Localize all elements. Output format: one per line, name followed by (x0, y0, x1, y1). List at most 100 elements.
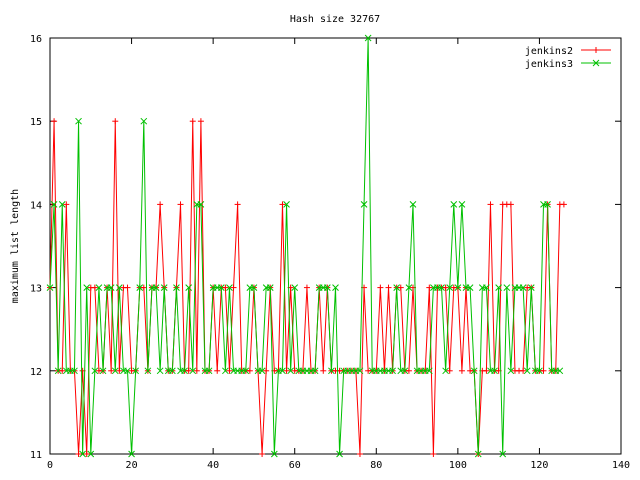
series-jenkins3-point (283, 201, 290, 208)
series-jenkins3-point (91, 367, 99, 375)
series-jenkins3-point-d2 (405, 284, 413, 291)
series-jenkins3-point-d2 (466, 284, 474, 291)
series-jenkins3-point-d2 (360, 201, 368, 208)
series-jenkins3-point-d2 (50, 201, 58, 208)
series-jenkins3-point-d2 (356, 367, 364, 375)
y-tick-label: 15 (30, 117, 42, 128)
series-jenkins3-point-d2 (491, 367, 498, 375)
series-jenkins3-point-d2 (99, 367, 107, 375)
series-jenkins2-point (193, 367, 200, 374)
series-jenkins3-point-d2 (393, 284, 401, 291)
series-jenkins3-point-d2 (140, 117, 148, 125)
series-jenkins3-point (544, 201, 551, 208)
series-jenkins3-line (49, 37, 560, 455)
series-jenkins3-point-d2 (364, 34, 372, 42)
series-jenkins3-point (364, 34, 372, 42)
series-jenkins2-point (51, 118, 58, 125)
series-jenkins3-point (438, 284, 445, 291)
x-tick-label: 140 (612, 460, 630, 471)
series-jenkins3-point-d2 (283, 201, 290, 208)
y-axis-label: maximum list length (10, 189, 21, 303)
series-jenkins3-point-d2 (197, 201, 205, 208)
series-jenkins3-point (217, 284, 225, 291)
series-jenkins3-point-d2 (226, 284, 233, 291)
series-jenkins3-point (393, 284, 401, 291)
series-jenkins3-point (124, 367, 131, 375)
series-jenkins3-point-d2 (132, 367, 140, 375)
series-jenkins3-point (144, 367, 152, 375)
series-jenkins3-point (536, 367, 543, 375)
series-jenkins3-point-d2 (536, 367, 543, 375)
series-jenkins3-point (169, 367, 176, 375)
series-jenkins2-point (189, 118, 196, 125)
series-jenkins3-point (242, 367, 250, 375)
series-jenkins3-point-d2 (87, 450, 95, 458)
series-jenkins3-point (450, 201, 458, 208)
x-tick-label: 20 (126, 460, 138, 471)
series-jenkins3-point-d2 (287, 367, 294, 375)
series-jenkins3-point (360, 201, 368, 208)
series-jenkins3-point (527, 284, 535, 291)
series-jenkins3-point-d2 (189, 367, 197, 375)
series-jenkins3-point (71, 367, 78, 375)
series-jenkins3-point (507, 367, 515, 375)
series-jenkins3-point-d2 (79, 450, 86, 458)
series-jenkins3-point-d2 (91, 367, 99, 375)
series-jenkins2-point (140, 284, 147, 291)
series-jenkins3-point (99, 367, 107, 375)
series-jenkins2-point (177, 201, 184, 208)
series-jenkins2-point (303, 284, 310, 291)
series-jenkins3-point (425, 367, 433, 375)
series-jenkins3-point-d2 (152, 284, 160, 291)
legend-marker-jenkins2 (593, 47, 599, 53)
series-jenkins3-point (311, 367, 319, 375)
series-jenkins3-point-d2 (250, 284, 258, 291)
series-jenkins3-point (270, 450, 278, 458)
series-jenkins3-point (328, 367, 335, 375)
series-jenkins3-point-d2 (483, 284, 490, 291)
series-jenkins3-point (446, 284, 454, 291)
series-jenkins2-point (124, 284, 131, 291)
series-jenkins2-point (385, 284, 392, 291)
series-jenkins3-point-d2 (258, 367, 266, 375)
series-jenkins3-point-d2 (111, 367, 119, 375)
series-jenkins3-point-d2 (156, 367, 164, 375)
series-jenkins3-point-d2 (507, 367, 515, 375)
series-jenkins2-point (430, 451, 437, 457)
series-jenkins3-point (401, 367, 409, 375)
x-tick-label: 100 (449, 460, 467, 471)
series-jenkins3-point (483, 284, 490, 291)
series-jenkins2-point (442, 284, 449, 291)
series-jenkins3-point (87, 450, 95, 458)
series-jenkins3-point (250, 284, 258, 291)
series-jenkins3-point (266, 284, 274, 291)
chart-title: Hash size 32767 (290, 14, 380, 25)
series-jenkins3-point-d2 (470, 367, 478, 375)
series-jenkins2-point (59, 367, 66, 374)
series-jenkins3-point-d2 (144, 367, 152, 375)
series-jenkins3-point (258, 367, 266, 375)
series-jenkins3-point-d2 (242, 367, 250, 375)
series-jenkins3-point (140, 117, 148, 125)
series-jenkins3-point-d2 (291, 284, 299, 291)
series-jenkins2-point (75, 451, 82, 457)
series-jenkins2-point (185, 367, 192, 374)
series-jenkins3-point (58, 201, 66, 208)
series-jenkins3-point-d2 (115, 284, 123, 291)
series-jenkins3-point (332, 284, 339, 291)
y-tick-label: 13 (30, 284, 42, 295)
series-jenkins3-point-d2 (128, 450, 135, 458)
series-jenkins3-point (442, 367, 449, 375)
series-jenkins3-point (205, 367, 213, 375)
series-jenkins3-point-d2 (499, 450, 507, 458)
series-jenkins3-point-d2 (425, 367, 433, 375)
series-jenkins3-point-d2 (107, 284, 115, 291)
series-jenkins3-point-d2 (136, 284, 144, 291)
series-jenkins3-point (519, 284, 527, 291)
series-jenkins2-point (377, 284, 384, 291)
series-jenkins3-point-d2 (336, 450, 343, 458)
series-jenkins3-point-d2 (523, 367, 531, 375)
series-jenkins3-point (160, 284, 168, 291)
